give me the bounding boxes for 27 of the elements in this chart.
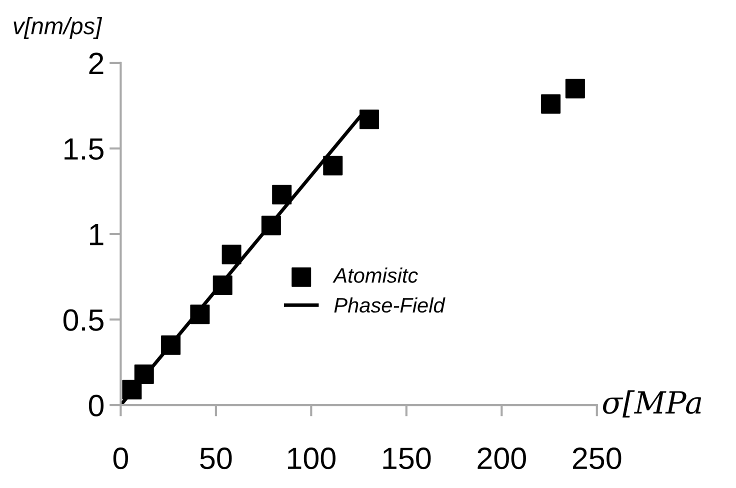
point [565, 78, 585, 98]
point [222, 244, 242, 264]
point [161, 335, 181, 355]
y-tick-label: 2 [89, 52, 104, 74]
point [134, 364, 154, 384]
point [541, 94, 561, 114]
legend-label: Phase-Field [334, 297, 446, 313]
x-tick-label: 150 [383, 448, 431, 470]
x-tick-label: 200 [478, 448, 526, 470]
point [261, 216, 281, 236]
x-tick-label: 100 [288, 448, 336, 470]
y-tick-label: 1.5 [64, 138, 104, 160]
point [360, 110, 380, 130]
y-tick-label: 0.5 [63, 309, 104, 331]
point [190, 304, 210, 324]
point [272, 184, 292, 204]
point [122, 380, 142, 400]
x-tick-label: 250 [572, 448, 622, 470]
x-tick-label: 0 [113, 448, 128, 470]
y-tick-label: 1 [90, 224, 104, 246]
point [323, 156, 343, 176]
point [212, 276, 232, 296]
legend-label: Atomisitc [332, 268, 418, 283]
x-tick-label: 50 [200, 448, 232, 470]
x-axis-title: σ[MPa [603, 390, 702, 418]
y-axis-title: v[nm/ps] [14, 16, 102, 40]
y-tick-label: 0 [88, 394, 104, 416]
